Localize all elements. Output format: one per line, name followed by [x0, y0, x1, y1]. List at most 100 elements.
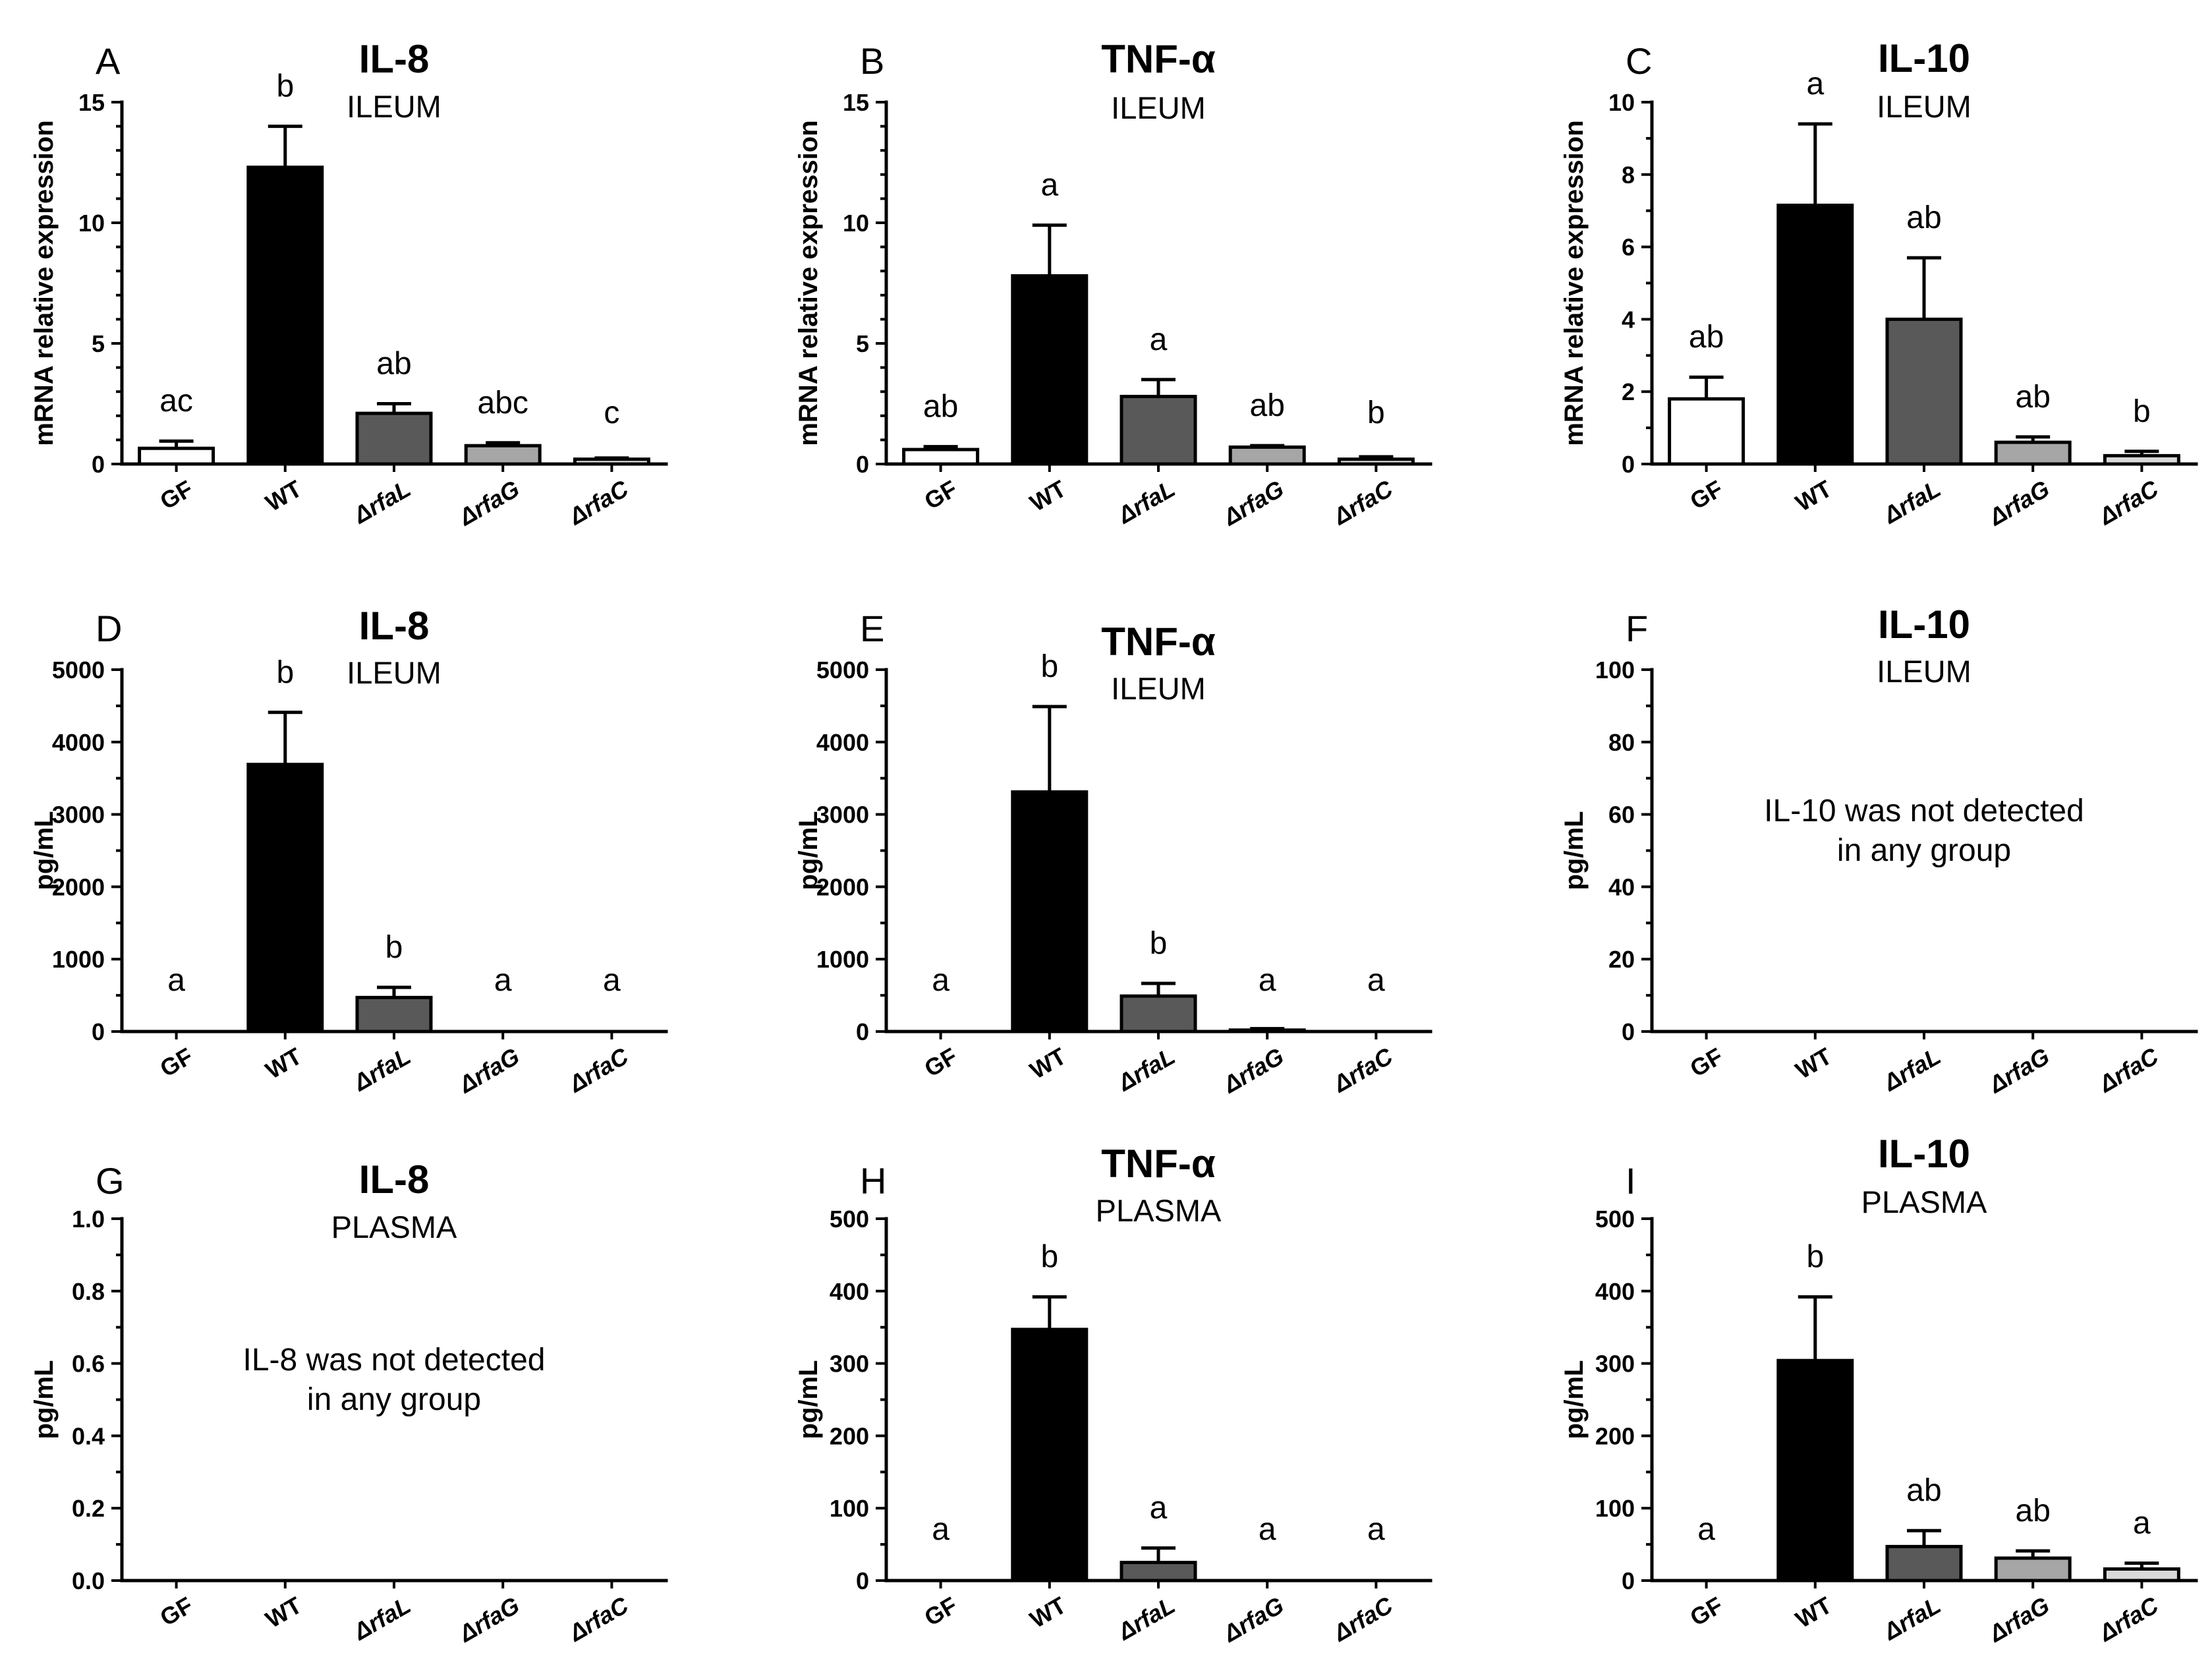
x-tick-label-wt: WT — [1791, 1591, 1836, 1633]
x-tick-label-wt: WT — [261, 475, 306, 516]
y-tick-label: 0 — [92, 451, 105, 478]
significance-delta-rfag: a — [494, 963, 512, 998]
significance-wt: a — [1806, 67, 1824, 102]
panel-title: IL-10 — [1878, 602, 1970, 647]
bar-delta-rfag — [1228, 445, 1306, 466]
significance-delta-rfac: a — [603, 963, 621, 998]
y-tick-label: 1.0 — [72, 1206, 105, 1233]
significance-delta-rfag: abc — [478, 386, 528, 421]
y-tick-label: 0 — [1622, 1567, 1635, 1594]
y-tick-label: 15 — [843, 89, 869, 116]
significance-delta-rfag: a — [1259, 963, 1276, 998]
y-tick-label: 10 — [843, 210, 869, 237]
y-tick-label: 3000 — [52, 801, 105, 829]
y-tick-label: 200 — [830, 1422, 869, 1449]
panel-letter: E — [860, 608, 884, 649]
y-tick-label: 100 — [1595, 1495, 1635, 1522]
significance-delta-rfal: b — [385, 930, 403, 965]
x-tick-label-wt: WT — [261, 1042, 306, 1084]
y-axis-label: pg/mL — [794, 1360, 823, 1440]
y-tick-label: 0 — [1622, 1018, 1635, 1045]
x-tick-label-delta-rfal: ΔrfaL — [1112, 1042, 1179, 1097]
y-tick-label: 10 — [78, 210, 105, 237]
x-tick-label-delta-rfal: ΔrfaL — [348, 475, 415, 529]
panel-g: G IL-8 PLASMA pg/mL 0.0 0.2 0.4 0.6 0.8 1.0 GF WT Δr… — [30, 1157, 668, 1648]
x-tick-label-wt: WT — [1791, 1042, 1836, 1084]
x-tick-label-delta-rfag: ΔrfaG — [1218, 475, 1288, 531]
x-tick-label-delta-rfac: ΔrfaC — [2093, 1042, 2163, 1098]
bar-delta-rfal — [1885, 1544, 1963, 1583]
x-tick-label-gf: GF — [1686, 1591, 1728, 1631]
x-tick-label-wt: WT — [1025, 1591, 1071, 1633]
not-detected-note: IL-10 was not detected — [1764, 794, 2084, 829]
significance-delta-rfag: ab — [2016, 1494, 2051, 1528]
y-tick-label: 0 — [856, 451, 869, 478]
bar-delta-rfag — [464, 444, 542, 466]
panel-subtitle: ILEUM — [347, 89, 441, 124]
panel-subtitle: ILEUM — [1877, 89, 1971, 124]
y-tick-label: 5000 — [52, 656, 105, 684]
significance-wt: b — [1806, 1240, 1824, 1275]
y-tick-label: 5 — [92, 330, 105, 357]
panel-c: C IL-10 ILEUM mRNA relative expression ab a ab… — [1560, 36, 2198, 531]
y-tick-label: 2000 — [816, 873, 869, 900]
x-tick-label-delta-rfac: ΔrfaC — [563, 1591, 633, 1647]
panel-letter: A — [96, 40, 121, 82]
significance-wt: b — [276, 655, 294, 690]
significance-delta-rfal: ab — [1906, 1473, 1941, 1508]
x-tick-label-delta-rfac: ΔrfaC — [1328, 475, 1398, 531]
y-tick-label: 15 — [78, 89, 105, 116]
y-tick-label: 8 — [1622, 161, 1635, 189]
x-tick-label-delta-rfag: ΔrfaG — [453, 475, 524, 531]
y-tick-label: 2 — [1622, 378, 1635, 405]
panel-title: TNF-α — [1101, 1142, 1216, 1186]
x-tick-label-delta-rfal: ΔrfaL — [1878, 1042, 1945, 1097]
y-tick-label: 400 — [1595, 1278, 1635, 1305]
significance-gf: ab — [1689, 320, 1724, 355]
y-tick-label: 0.0 — [72, 1567, 105, 1594]
y-tick-label: 0 — [92, 1018, 105, 1045]
significance-gf: a — [1697, 1512, 1715, 1547]
significance-delta-rfal: ab — [1906, 200, 1941, 235]
significance-gf: ac — [159, 384, 193, 419]
y-tick-label: 5000 — [816, 656, 869, 684]
y-tick-label: 300 — [1595, 1351, 1635, 1378]
bar-wt — [246, 165, 324, 466]
bar-wt — [246, 763, 324, 1033]
bar-wt — [1776, 203, 1854, 466]
panel-subtitle: ILEUM — [1877, 654, 1971, 689]
y-tick-label: 500 — [830, 1206, 869, 1233]
y-tick-label: 200 — [1595, 1422, 1635, 1449]
y-tick-label: 80 — [1608, 729, 1635, 756]
bar-delta-rfag — [1994, 440, 2072, 466]
x-tick-label-delta-rfal: ΔrfaL — [348, 1591, 415, 1646]
significance-gf: a — [167, 963, 185, 998]
panel-subtitle: ILEUM — [1111, 671, 1206, 706]
y-axis-label: pg/mL — [1560, 811, 1589, 890]
panel-title: TNF-α — [1101, 620, 1216, 664]
bar-gf — [1668, 397, 1745, 466]
x-tick-label-delta-rfac: ΔrfaC — [1328, 1042, 1398, 1098]
panel-d: D IL-8 ILEUM pg/mL a b b a a 0 1000 2000 3000 4000 500… — [30, 604, 668, 1099]
y-tick-label: 60 — [1608, 801, 1635, 829]
y-axis-label: pg/mL — [30, 1360, 59, 1440]
panel-subtitle: ILEUM — [1111, 90, 1206, 125]
y-tick-label: 4000 — [816, 729, 869, 756]
y-tick-label: 100 — [830, 1495, 869, 1522]
y-axis-label: mRNA relative expression — [794, 120, 823, 446]
x-tick-label-gf: GF — [920, 475, 962, 515]
significance-delta-rfal: a — [1150, 1491, 1168, 1526]
y-axis-label: pg/mL — [30, 811, 59, 890]
x-tick-label-delta-rfal: ΔrfaL — [1878, 475, 1945, 529]
panel-letter: I — [1626, 1160, 1636, 1202]
panel-letter: D — [96, 608, 122, 649]
significance-wt: a — [1040, 168, 1058, 203]
bar-wt — [1011, 1327, 1089, 1583]
panel-h: H TNF-α PLASMA pg/mL a b a a a 0 100 200 300 400 500 GF… — [794, 1142, 1432, 1648]
y-tick-label: 1000 — [52, 946, 105, 973]
significance-delta-rfag: a — [1259, 1512, 1276, 1547]
x-tick-label-delta-rfal: ΔrfaL — [1878, 1591, 1945, 1646]
y-axis-label: pg/mL — [1560, 1360, 1589, 1440]
x-tick-label-delta-rfag: ΔrfaG — [453, 1591, 524, 1648]
